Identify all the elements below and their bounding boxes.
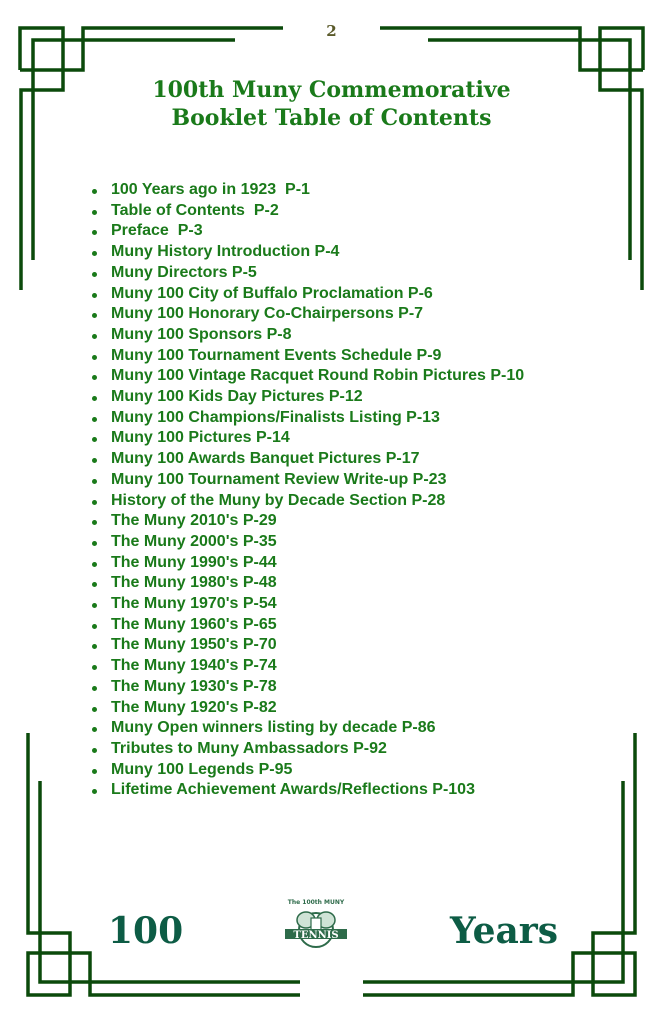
toc-item: Table of Contents P-2 bbox=[88, 201, 524, 222]
footer-years: Years bbox=[450, 910, 559, 952]
toc-item: Muny 100 Champions/Finalists Listing P-1… bbox=[88, 408, 524, 429]
toc-item: History of the Muny by Decade Section P-… bbox=[88, 491, 524, 512]
toc-item: The Muny 1930's P-78 bbox=[88, 677, 524, 698]
toc-item: The Muny 1950's P-70 bbox=[88, 635, 524, 656]
toc-item: Muny 100 Sponsors P-8 bbox=[88, 325, 524, 346]
logo-main-text: TENNIS bbox=[293, 930, 338, 941]
corner-bottom-left bbox=[26, 733, 300, 997]
toc-item: Preface P-3 bbox=[88, 221, 524, 242]
toc-item: Muny 100 City of Buffalo Proclamation P-… bbox=[88, 284, 524, 305]
toc-item: Lifetime Achievement Awards/Reflections … bbox=[88, 780, 524, 801]
toc-item: Muny 100 Tournament Events Schedule P-9 bbox=[88, 346, 524, 367]
toc-item: 100 Years ago in 1923 P-1 bbox=[88, 180, 524, 201]
title-line-1: 100th Muny Commemorative bbox=[152, 77, 511, 103]
title-line-2: Booklet Table of Contents bbox=[171, 105, 492, 131]
page-title: 100th Muny Commemorative Booklet Table o… bbox=[0, 76, 663, 132]
footer-100: 100 bbox=[108, 910, 184, 952]
toc-item: Muny 100 Awards Banquet Pictures P-17 bbox=[88, 449, 524, 470]
toc-item: Muny 100 Legends P-95 bbox=[88, 760, 524, 781]
corner-bottom-right bbox=[363, 733, 637, 997]
toc-item: Muny 100 Vintage Racquet Round Robin Pic… bbox=[88, 366, 524, 387]
toc-item: Muny Directors P-5 bbox=[88, 263, 524, 284]
toc-item: The Muny 1990's P-44 bbox=[88, 553, 524, 574]
toc-item: Muny 100 Kids Day Pictures P-12 bbox=[88, 387, 524, 408]
toc-item: The Muny 1980's P-48 bbox=[88, 573, 524, 594]
corner-top-left bbox=[18, 26, 283, 290]
toc-item: Muny 100 Honorary Co-Chairpersons P-7 bbox=[88, 304, 524, 325]
toc-item: The Muny 1940's P-74 bbox=[88, 656, 524, 677]
toc-item: The Muny 1970's P-54 bbox=[88, 594, 524, 615]
muny-tennis-logo: The 100th MUNY TENNIS bbox=[285, 899, 347, 948]
corner-top-right bbox=[380, 26, 645, 290]
toc-item: The Muny 1920's P-82 bbox=[88, 698, 524, 719]
toc-item: Tributes to Muny Ambassadors P-92 bbox=[88, 739, 524, 760]
table-of-contents-list: 100 Years ago in 1923 P-1 Table of Conten… bbox=[88, 180, 524, 801]
page-number: 2 bbox=[326, 22, 337, 40]
toc-item: Muny 100 Tournament Review Write-up P-23 bbox=[88, 470, 524, 491]
toc-item: The Muny 2010's P-29 bbox=[88, 511, 524, 532]
toc-item: Muny Open winners listing by decade P-86 bbox=[88, 718, 524, 739]
toc-item: Muny History Introduction P-4 bbox=[88, 242, 524, 263]
toc-item: Muny 100 Pictures P-14 bbox=[88, 428, 524, 449]
logo-top-text: The 100th MUNY bbox=[288, 899, 345, 906]
toc-item: The Muny 2000's P-35 bbox=[88, 532, 524, 553]
toc-item: The Muny 1960's P-65 bbox=[88, 615, 524, 636]
